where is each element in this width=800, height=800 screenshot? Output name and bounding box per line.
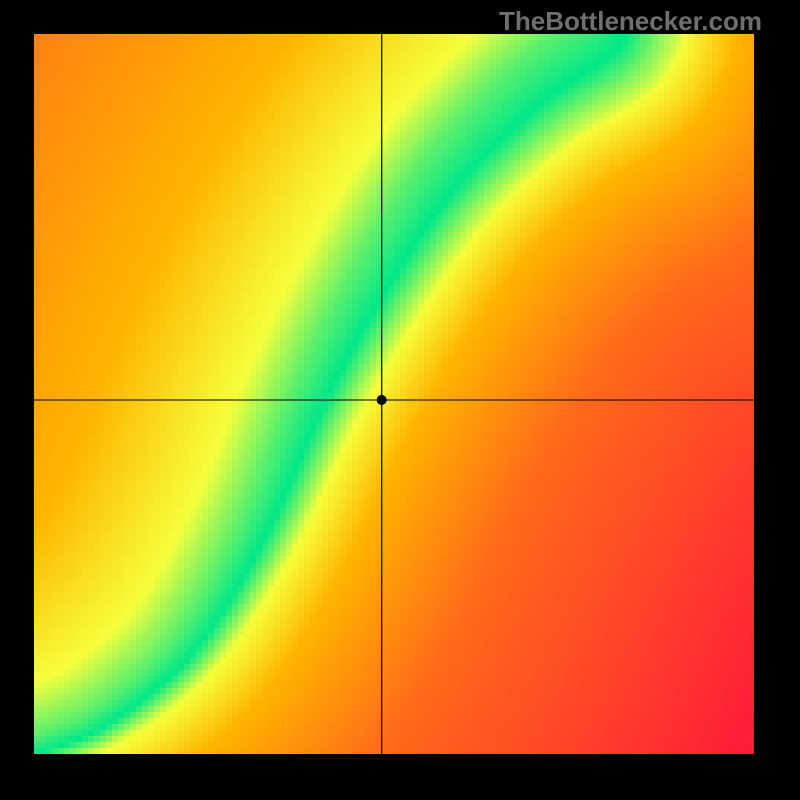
chart-container: TheBottlenecker.com (0, 0, 800, 800)
overlay-canvas (0, 0, 800, 800)
